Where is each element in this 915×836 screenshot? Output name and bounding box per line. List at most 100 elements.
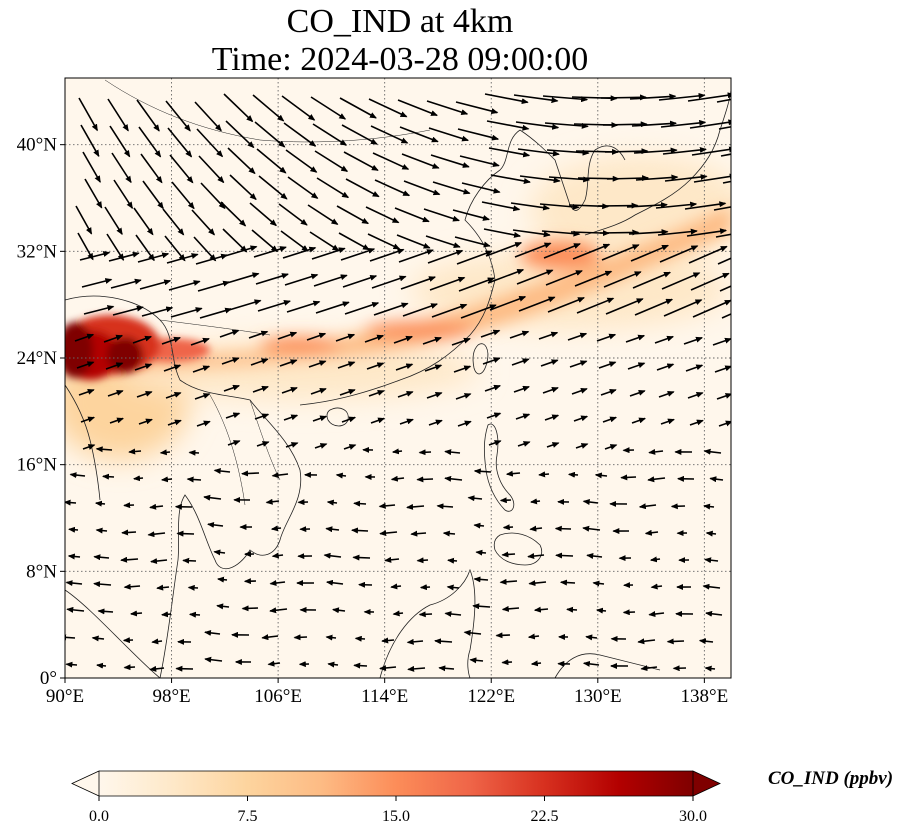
wind-arrow xyxy=(683,336,703,345)
wind-arrow xyxy=(65,499,77,506)
wind-arrow xyxy=(74,333,95,342)
colorbar-tick-label: 30.0 xyxy=(679,808,707,825)
wind-arrow xyxy=(602,121,648,128)
wind-arrow xyxy=(714,365,731,373)
wind-arrow xyxy=(136,391,153,398)
wind-arrow xyxy=(123,583,141,590)
wind-arrow xyxy=(527,633,540,640)
wind-arrow xyxy=(101,473,115,480)
coastline-mindanao xyxy=(493,532,542,566)
wind-arrow xyxy=(379,530,398,537)
wind-arrow xyxy=(308,360,327,368)
wind-arrow xyxy=(644,529,659,536)
wind-arrow xyxy=(256,441,270,447)
wind-arrow xyxy=(598,361,617,369)
wind-arrow xyxy=(141,306,174,317)
wind-arrow xyxy=(316,177,350,199)
wind-arrow xyxy=(254,413,270,420)
wind-arrow xyxy=(283,122,317,147)
wind-arrow xyxy=(313,274,348,287)
wind-arrow xyxy=(225,412,241,419)
wind-arrow xyxy=(312,415,328,422)
wind-arrow xyxy=(460,304,497,319)
wind-arrow xyxy=(224,245,258,257)
wind-arrow xyxy=(596,333,617,342)
wind-arrow xyxy=(692,299,731,318)
wind-arrow xyxy=(426,392,443,399)
wind-arrow xyxy=(473,576,489,583)
wind-arrow xyxy=(542,386,559,394)
wind-arrow xyxy=(252,94,285,122)
wind-arrow xyxy=(343,151,379,172)
wind-arrow xyxy=(156,584,170,591)
wind-arrow xyxy=(96,662,107,669)
wind-arrow xyxy=(306,332,327,341)
wind-arrow xyxy=(544,122,589,129)
wind-arrow xyxy=(716,98,731,103)
wind-arrow xyxy=(390,583,402,590)
wind-arrow xyxy=(654,335,675,344)
wind-arrow xyxy=(269,580,286,586)
wind-arrow xyxy=(585,634,598,641)
wind-arrow xyxy=(512,229,551,238)
wind-arrow xyxy=(709,476,724,483)
x-tick-label: 90°E xyxy=(46,686,84,707)
wind-arrow xyxy=(717,257,731,265)
wind-arrow xyxy=(600,94,648,101)
wind-arrow xyxy=(199,307,233,319)
wind-arrow xyxy=(207,521,224,528)
wind-arrow xyxy=(323,552,342,559)
wind-arrow xyxy=(658,92,706,101)
wind-arrow xyxy=(467,495,483,502)
wind-arrow xyxy=(515,413,531,420)
wind-arrow xyxy=(151,638,163,645)
wind-arrow xyxy=(454,236,491,248)
wind-arrow xyxy=(528,580,547,587)
wind-arrow xyxy=(704,665,716,672)
wind-arrow xyxy=(149,503,164,510)
wind-arrow xyxy=(546,149,590,156)
wind-arrow xyxy=(480,329,501,338)
wind-arrow xyxy=(542,95,589,103)
wind-arrow xyxy=(704,557,719,564)
wind-arrow xyxy=(326,499,338,506)
wind-arrow xyxy=(469,657,484,664)
wind-arrow xyxy=(516,269,554,285)
x-tick-label: 130°E xyxy=(574,686,622,707)
wind-arrow xyxy=(475,549,487,556)
wind-arrow xyxy=(509,330,530,339)
wind-arrow xyxy=(424,364,443,372)
wind-arrow xyxy=(640,665,658,672)
wind-arrow xyxy=(196,420,211,427)
wind-arrow xyxy=(159,449,171,456)
wind-arrow xyxy=(368,389,385,397)
wind-arrow xyxy=(325,634,337,641)
wind-arrow xyxy=(446,584,460,591)
colorbar: 0.0 7.5 15.0 22.5 30.0 xyxy=(71,770,721,825)
wind-arrow xyxy=(572,243,611,260)
wind-arrow xyxy=(416,557,429,564)
wind-arrow xyxy=(311,247,346,260)
x-tick-label: 106°E xyxy=(254,686,302,707)
coastline-korea xyxy=(519,129,626,211)
wind-arrow xyxy=(603,271,642,288)
wind-arrow xyxy=(140,153,163,184)
wind-arrow xyxy=(250,358,269,366)
wind-arrow xyxy=(719,285,731,292)
wind-arrow xyxy=(629,389,646,397)
wind-arrow xyxy=(538,471,550,478)
wind-arrow xyxy=(249,202,277,227)
wind-arrow xyxy=(540,359,559,367)
wind-arrow xyxy=(484,93,529,105)
wind-arrow xyxy=(488,147,531,158)
wind-arrow xyxy=(582,499,599,505)
wind-arrow xyxy=(217,576,228,583)
wind-arrow xyxy=(582,660,600,667)
wind-arrow xyxy=(547,297,585,313)
wind-arrow xyxy=(203,494,222,501)
wind-arrow xyxy=(664,174,708,182)
wind-arrow xyxy=(501,659,513,666)
wind-arrow xyxy=(698,638,714,645)
map-subtitle-time: Time: 2024-03-28 09:00:00 xyxy=(211,41,589,78)
